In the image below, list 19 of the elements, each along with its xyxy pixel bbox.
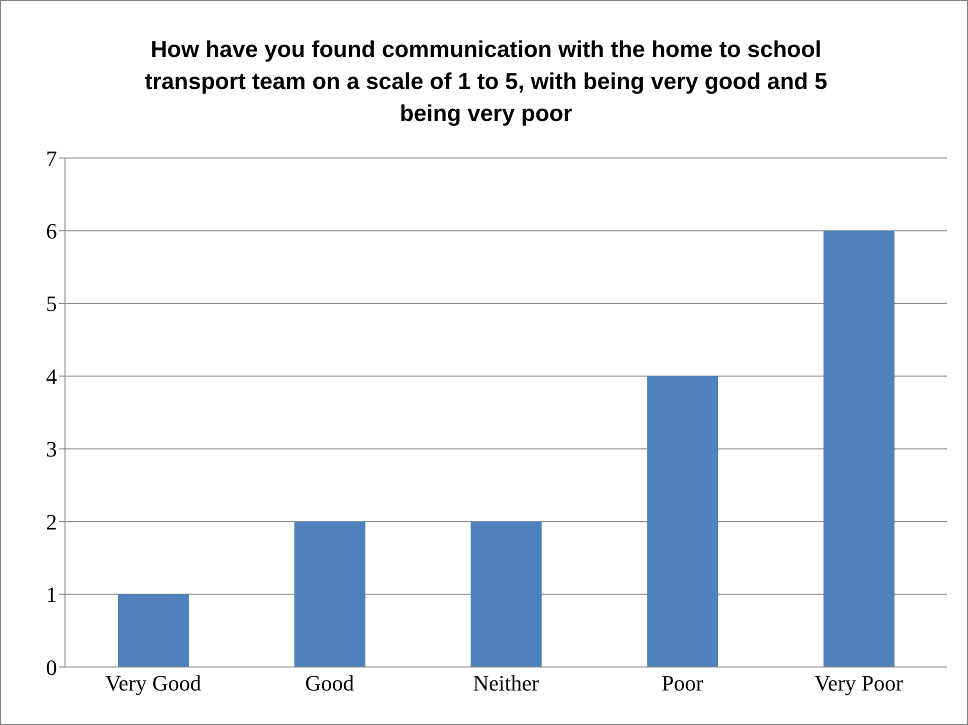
x-tick-label: Poor — [662, 670, 704, 696]
y-tick-label: 3 — [46, 436, 57, 462]
bar — [294, 522, 366, 667]
bar — [470, 522, 542, 667]
y-tick-label: 1 — [46, 582, 57, 608]
y-tick-label: 5 — [46, 291, 57, 316]
y-tick-label: 0 — [46, 654, 57, 680]
x-tick-label: Good — [305, 670, 354, 696]
x-tick-label: Very Poor — [814, 670, 904, 696]
bar — [824, 230, 895, 667]
y-tick-label: 2 — [46, 509, 57, 534]
bar — [647, 376, 718, 667]
y-tick-label: 4 — [46, 364, 57, 389]
chart-title: How have you found communication with the home to school transport team on a scale of 1 to 5, with being very good and 5 being very poor — [144, 35, 828, 128]
x-tick-label: Neither — [473, 670, 540, 696]
y-tick-label: 6 — [46, 218, 57, 244]
y-tick-label: 7 — [46, 146, 57, 171]
bar — [118, 594, 189, 667]
x-tick-label: Very Good — [105, 670, 202, 696]
